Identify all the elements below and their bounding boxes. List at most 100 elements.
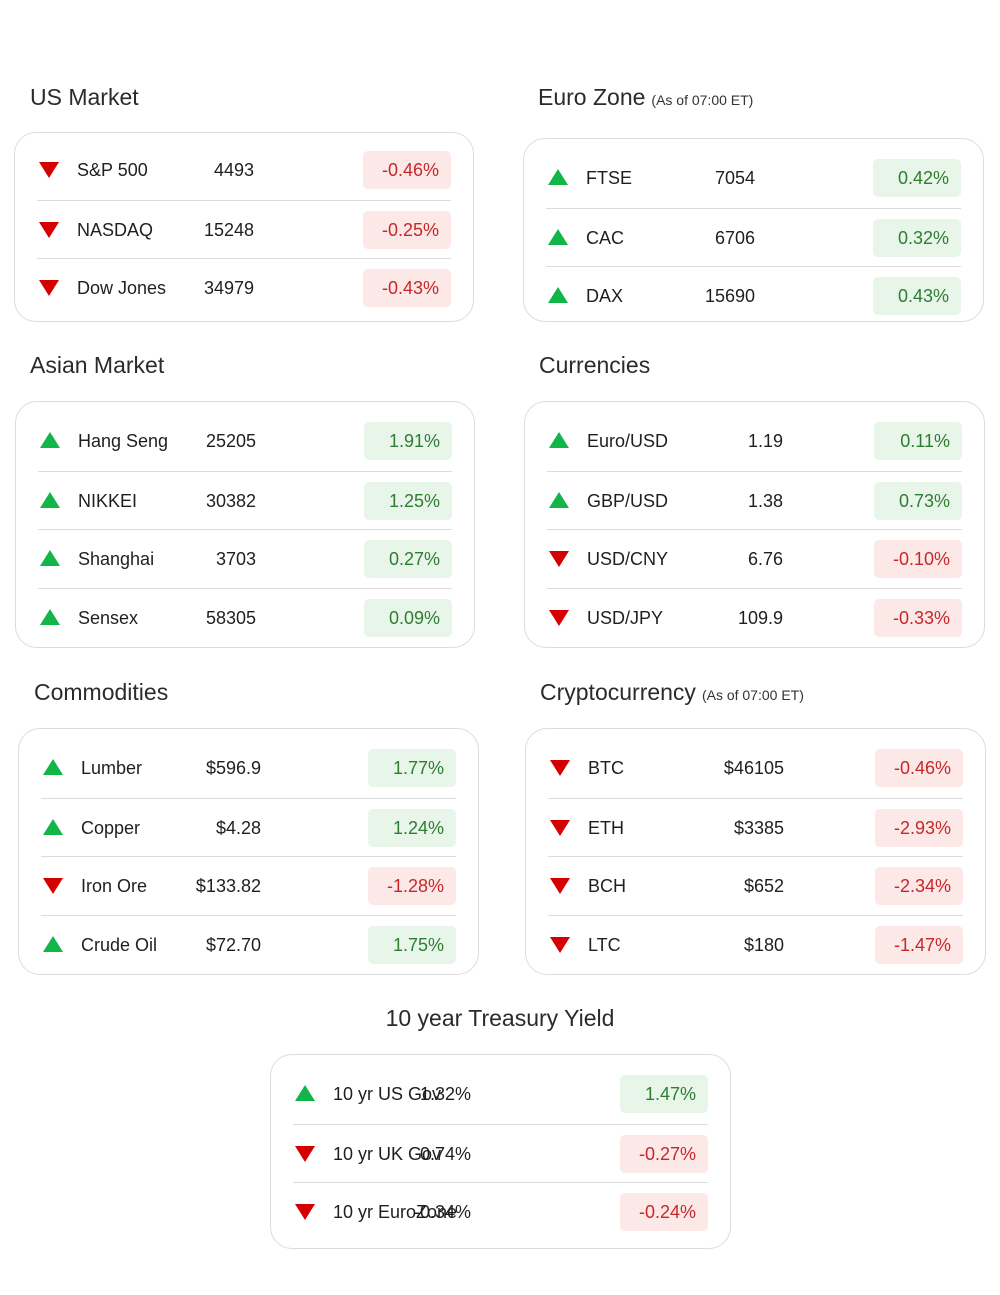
change-badge: 0.11%: [874, 422, 962, 460]
change-badge: -1.28%: [368, 867, 456, 905]
card-euro-zone: FTSE 7054 0.42% CAC 6706 0.32% DAX 15690 0.43%: [523, 138, 984, 322]
list-item: Sensex 58305 0.09%: [38, 587, 452, 647]
card-currencies: Euro/USD 1.19 0.11% GBP/USD 1.38 0.73% USD/CNY…: [524, 401, 985, 648]
card-cryptocurrency: BTC $46105 -0.46% ETH $3385 -2.93% BCH $652 -2.3…: [525, 728, 986, 975]
section-title-treasury-yield: 10 year Treasury Yield: [385, 1005, 615, 1031]
section-title-asian-market: Asian Market: [30, 352, 165, 378]
change-badge: 0.43%: [873, 277, 961, 315]
change-badge: 1.91%: [364, 422, 452, 460]
list-item: USD/JPY 109.9 -0.33%: [547, 587, 962, 647]
instrument-name: BCH: [588, 876, 627, 896]
instrument-value: 4493: [213, 160, 254, 180]
list-item: Lumber $596.9 1.77%: [41, 739, 456, 797]
instrument-name: USD/JPY: [587, 607, 664, 628]
instrument-value: 6706: [714, 227, 755, 248]
instrument-value: 1.19: [747, 431, 783, 451]
triangle-up-icon: [40, 432, 60, 448]
instrument-name: Euro/USD: [587, 431, 669, 451]
instrument-value: 7054: [714, 168, 755, 188]
triangle-down-icon: [549, 609, 569, 626]
change-badge: 1.24%: [368, 808, 456, 847]
card-us-market: S&P 500 4493 -0.46% NASDAQ 15248 -0.25% Dow Jo…: [14, 132, 474, 322]
change-badge: -0.27%: [620, 1134, 708, 1173]
list-item: Copper $4.28 1.24%: [41, 797, 456, 857]
list-item: GBP/USD 1.38 0.73%: [547, 470, 962, 530]
list-item: Shanghai 3703 0.27%: [38, 529, 452, 588]
triangle-up-icon: [549, 491, 569, 508]
section-title-currencies: Currencies: [539, 352, 651, 378]
triangle-up-icon: [40, 491, 60, 508]
triangle-up-icon: [43, 818, 63, 835]
change-badge: 0.09%: [364, 598, 452, 637]
section-note: (As of 07:00 ET): [701, 687, 804, 703]
instrument-value: $72.70: [205, 934, 261, 955]
triangle-up-icon: [548, 228, 568, 245]
section-note: (As of 07:00 ET): [651, 92, 754, 108]
instrument-value: $652: [743, 876, 784, 896]
instrument-value: $596.9: [205, 758, 261, 778]
change-badge: -0.25%: [363, 210, 451, 249]
instrument-name: Iron Ore: [81, 876, 148, 896]
instrument-value: $4.28: [215, 817, 261, 838]
change-badge: 1.77%: [368, 749, 456, 787]
triangle-down-icon: [39, 221, 59, 238]
triangle-down-icon: [550, 936, 570, 953]
triangle-up-icon: [295, 1085, 315, 1101]
triangle-up-icon: [549, 432, 569, 448]
instrument-name: 10 yr EuroZone: [333, 1202, 458, 1222]
change-badge: 0.32%: [873, 218, 961, 257]
triangle-down-icon: [550, 760, 570, 776]
instrument-value: 58305: [205, 607, 256, 628]
list-item: NIKKEI 30382 1.25%: [38, 470, 452, 530]
instrument-name: ETH: [588, 817, 624, 838]
instrument-value: $180: [743, 934, 784, 955]
instrument-name: Copper: [81, 817, 141, 838]
instrument-name: NASDAQ: [77, 219, 154, 240]
section-title-euro-zone: Euro Zone (As of 07:00 ET): [538, 84, 754, 110]
section-title-cryptocurrency: Cryptocurrency (As of 07:00 ET): [540, 679, 804, 705]
triangle-up-icon: [40, 550, 60, 566]
change-badge: 0.73%: [874, 481, 962, 520]
change-badge: -0.46%: [363, 151, 451, 189]
change-badge: 1.75%: [368, 925, 456, 964]
list-item: LTC $180 -1.47%: [548, 914, 963, 974]
change-badge: -0.10%: [874, 540, 962, 578]
triangle-down-icon: [295, 1204, 315, 1220]
triangle-up-icon: [43, 759, 63, 775]
section-title-us-market: US Market: [30, 84, 139, 110]
list-item: Crude Oil $72.70 1.75%: [41, 914, 456, 974]
instrument-name: NIKKEI: [78, 490, 138, 511]
instrument-name: Shanghai: [78, 549, 155, 569]
list-item: S&P 500 4493 -0.46%: [37, 141, 451, 199]
change-badge: -0.43%: [363, 269, 451, 307]
list-item: ETH $3385 -2.93%: [548, 797, 963, 857]
list-item: Euro/USD 1.19 0.11%: [547, 412, 962, 470]
triangle-down-icon: [39, 280, 59, 296]
instrument-value: 25205: [205, 431, 256, 451]
instrument-name: S&P 500: [77, 160, 148, 180]
instrument-name: 10 yr US Gov: [333, 1084, 442, 1104]
triangle-down-icon: [550, 819, 570, 836]
change-badge: 1.47%: [620, 1075, 708, 1113]
list-item: FTSE 7054 0.42%: [546, 149, 961, 207]
instrument-name: DAX: [586, 286, 624, 306]
instrument-value: 30382: [205, 490, 256, 511]
instrument-name: Crude Oil: [81, 934, 158, 955]
instrument-name: GBP/USD: [587, 490, 669, 511]
card-treasury-yield: 10 yr US Gov 1.32% 1.47% 10 yr UK Gov 0.74% -…: [270, 1054, 731, 1249]
instrument-name: Hang Seng: [78, 431, 169, 451]
change-badge: 0.42%: [873, 159, 961, 197]
triangle-down-icon: [295, 1145, 315, 1162]
instrument-value: $133.82: [195, 876, 261, 896]
change-badge: -2.93%: [875, 808, 963, 847]
instrument-name: LTC: [588, 934, 621, 955]
list-item: CAC 6706 0.32%: [546, 207, 961, 267]
triangle-up-icon: [548, 287, 568, 303]
list-item: Dow Jones 34979 -0.43%: [37, 258, 451, 317]
triangle-down-icon: [549, 551, 569, 567]
list-item: 10 yr US Gov 1.32% 1.47%: [293, 1065, 708, 1123]
list-item: 10 yr UK Gov 0.74% -0.27%: [293, 1123, 708, 1183]
instrument-value: -0.34%: [413, 1202, 471, 1222]
list-item: Hang Seng 25205 1.91%: [38, 412, 452, 470]
change-badge: 1.25%: [364, 481, 452, 520]
